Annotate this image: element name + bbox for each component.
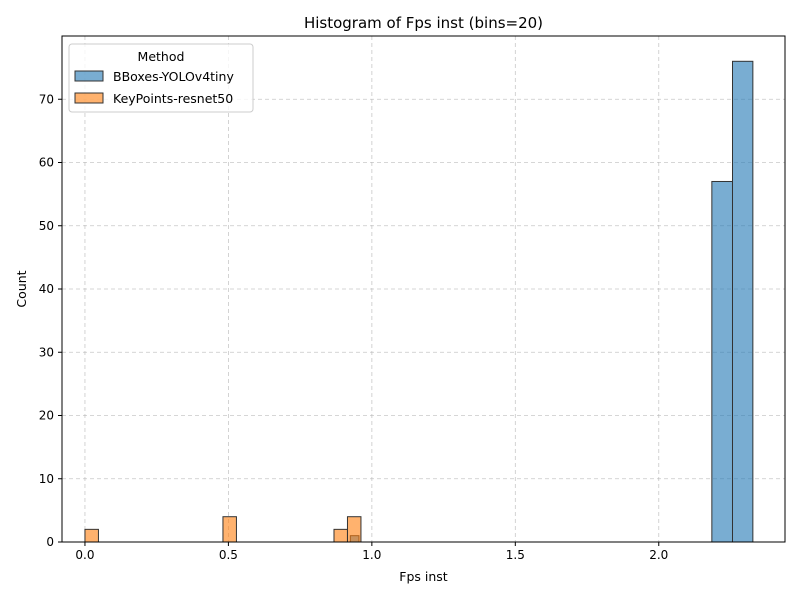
legend-swatch-keypoints [74,92,104,104]
legend-swatch-bboxes [74,70,104,82]
legend: Method BBoxes-YOLOv4tiny KeyPoints-resne… [68,43,254,113]
chart-title: Histogram of Fps inst (bins=20) [304,14,543,32]
x-tick-label: 2.0 [649,548,668,562]
y-tick-label: 30 [39,345,54,359]
histogram-bar [84,528,99,543]
y-tick-label: 50 [39,219,54,233]
x-tick-label: 1.0 [362,548,381,562]
histogram-bar [333,528,348,543]
y-tick-label: 20 [39,409,54,423]
y-tick-label: 40 [39,282,54,296]
y-axis-ticks: 0 10 20 30 40 50 60 70 [39,92,62,549]
x-tick-label: 0.0 [75,548,94,562]
x-axis-ticks: 0.0 0.5 1.0 1.5 2.0 [75,542,668,562]
y-tick-label: 0 [46,535,54,549]
x-tick-label: 1.5 [506,548,525,562]
histogram-bar [711,180,733,543]
x-tick-label: 0.5 [219,548,238,562]
legend-title: Method [138,49,185,64]
x-axis-label: Fps inst [399,569,448,584]
y-tick-label: 10 [39,472,54,486]
histogram-bar [731,60,754,543]
legend-box [68,43,254,113]
histogram-bar [346,516,362,543]
y-tick-label: 70 [39,92,54,106]
legend-label-keypoints: KeyPoints-resnet50 [113,91,233,106]
histogram-bar [222,516,237,543]
y-axis-label: Count [14,270,29,307]
y-tick-label: 60 [39,156,54,170]
legend-label-bboxes: BBoxes-YOLOv4tiny [113,69,234,84]
